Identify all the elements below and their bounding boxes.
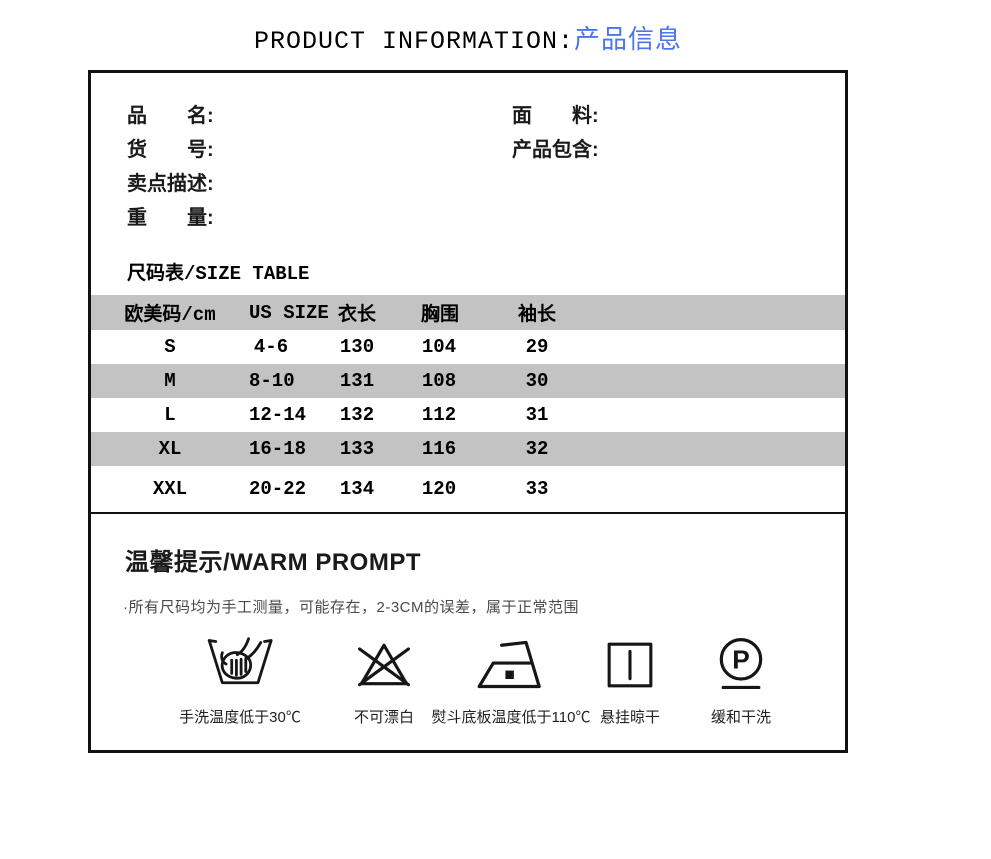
- iron-low-temp-icon: [477, 640, 541, 689]
- table-cell: 112: [421, 404, 457, 426]
- warm-prompt-title: 温馨提示/WARM PROMPT: [125, 549, 421, 576]
- table-cell: 130: [339, 336, 375, 358]
- field-row: 品 名: 面 料:: [127, 99, 845, 133]
- table-cell: 120: [421, 478, 457, 500]
- field-row: 卖点描述:: [127, 167, 845, 201]
- care-icon-iron: 熨斗底板温度低于110℃: [431, 634, 591, 727]
- care-icons-row: 手洗温度低于30℃ 不可漂白 熨斗底板温度低于110℃: [91, 635, 845, 727]
- care-icon-hang-dry: 悬挂晾干: [600, 636, 660, 727]
- table-cell: XXL: [152, 478, 188, 500]
- table-cell: 31: [525, 404, 549, 426]
- column-header: 衣长: [337, 304, 376, 326]
- table-row-m: M 8-10 131 108 30: [91, 364, 845, 398]
- column-header: 袖长: [517, 304, 556, 326]
- table-cell: 116: [421, 438, 457, 460]
- size-table-title: 尺码表/SIZE TABLE: [127, 263, 310, 285]
- care-icon-do-not-bleach: 不可漂白: [353, 634, 415, 727]
- care-icon-label: 熨斗底板温度低于110℃: [431, 709, 591, 726]
- product-name-label: 品 名:: [127, 105, 214, 127]
- hand-wash-icon: [207, 637, 273, 685]
- table-row-s: S 4-6 130 104 29: [91, 330, 845, 364]
- table-cell: XL: [158, 438, 182, 460]
- table-cell: 131: [339, 370, 375, 392]
- section-divider: [91, 512, 845, 514]
- weight-label: 重 量:: [127, 207, 214, 229]
- table-cell: 20-22: [249, 478, 307, 500]
- care-icon-gentle-dry-clean: P 缓和干洗: [711, 634, 771, 727]
- table-cell: 32: [525, 438, 549, 460]
- column-header: US SIZE: [249, 301, 329, 324]
- care-icon-label: 缓和干洗: [710, 709, 772, 726]
- care-icon-label: 手洗温度低于30℃: [179, 709, 301, 726]
- table-row-l: L 12-14 132 112 31: [91, 398, 845, 432]
- table-cell: 4-6: [253, 336, 289, 358]
- field-row: 货 号: 产品包含:: [127, 133, 845, 167]
- gentle-dry-clean-icon: P: [719, 638, 763, 690]
- care-icon-label: 悬挂晾干: [599, 709, 661, 726]
- product-info-panel: 品 名: 面 料: 货 号: 产品包含: 卖点描述: 重 量: 尺码表/SIZE…: [88, 70, 848, 753]
- table-cell: 30: [525, 370, 549, 392]
- warm-prompt-section: 温馨提示/WARM PROMPT ·所有尺码均为手工测量，可能存在，2-3CM的…: [91, 542, 845, 727]
- table-row-xxl: XXL 20-22 134 120 33: [91, 466, 845, 512]
- column-header: 胸围: [421, 304, 460, 326]
- table-cell: M: [164, 370, 176, 392]
- size-table-header-row: 欧美码/cm US SIZE 衣长 胸围 袖长: [91, 295, 845, 330]
- table-cell: 108: [421, 370, 457, 392]
- table-cell: 133: [339, 438, 375, 460]
- product-fields: 品 名: 面 料: 货 号: 产品包含: 卖点描述: 重 量:: [91, 73, 845, 235]
- table-cell: 33: [525, 478, 549, 500]
- svg-text:P: P: [732, 645, 750, 675]
- package-contains-label: 产品包含:: [512, 139, 599, 161]
- table-cell: 8-10: [249, 370, 295, 392]
- table-cell: 12-14: [249, 404, 307, 426]
- table-cell: S: [164, 336, 176, 358]
- page-title-zh: 产品信息: [574, 24, 683, 54]
- page-title: PRODUCT INFORMATION:产品信息: [88, 18, 848, 60]
- item-number-label: 货 号:: [127, 139, 214, 161]
- table-row-xl: XL 16-18 133 116 32: [91, 432, 845, 466]
- table-cell: 134: [339, 478, 375, 500]
- table-cell: 104: [421, 336, 457, 358]
- care-icon-label: 不可漂白: [353, 709, 414, 726]
- table-cell: 29: [525, 336, 549, 358]
- table-cell: L: [164, 404, 176, 426]
- column-header: 欧美码/cm: [124, 304, 216, 326]
- field-row: 重 量:: [127, 201, 845, 235]
- table-cell: 16-18: [249, 438, 307, 460]
- care-icon-hand-wash: 手洗温度低于30℃: [179, 634, 301, 727]
- material-label: 面 料:: [512, 105, 599, 127]
- page-title-en: PRODUCT INFORMATION:: [253, 27, 575, 56]
- selling-point-label: 卖点描述:: [127, 173, 214, 195]
- measurement-note: ·所有尺码均为手工测量，可能存在，2-3CM的误差，属于正常范围: [123, 599, 580, 616]
- size-table: 欧美码/cm US SIZE 衣长 胸围 袖长 S 4-6 130 104 29…: [91, 295, 845, 512]
- table-cell: 132: [339, 404, 375, 426]
- do-not-bleach-icon: [358, 643, 410, 687]
- hang-dry-icon: [607, 642, 653, 688]
